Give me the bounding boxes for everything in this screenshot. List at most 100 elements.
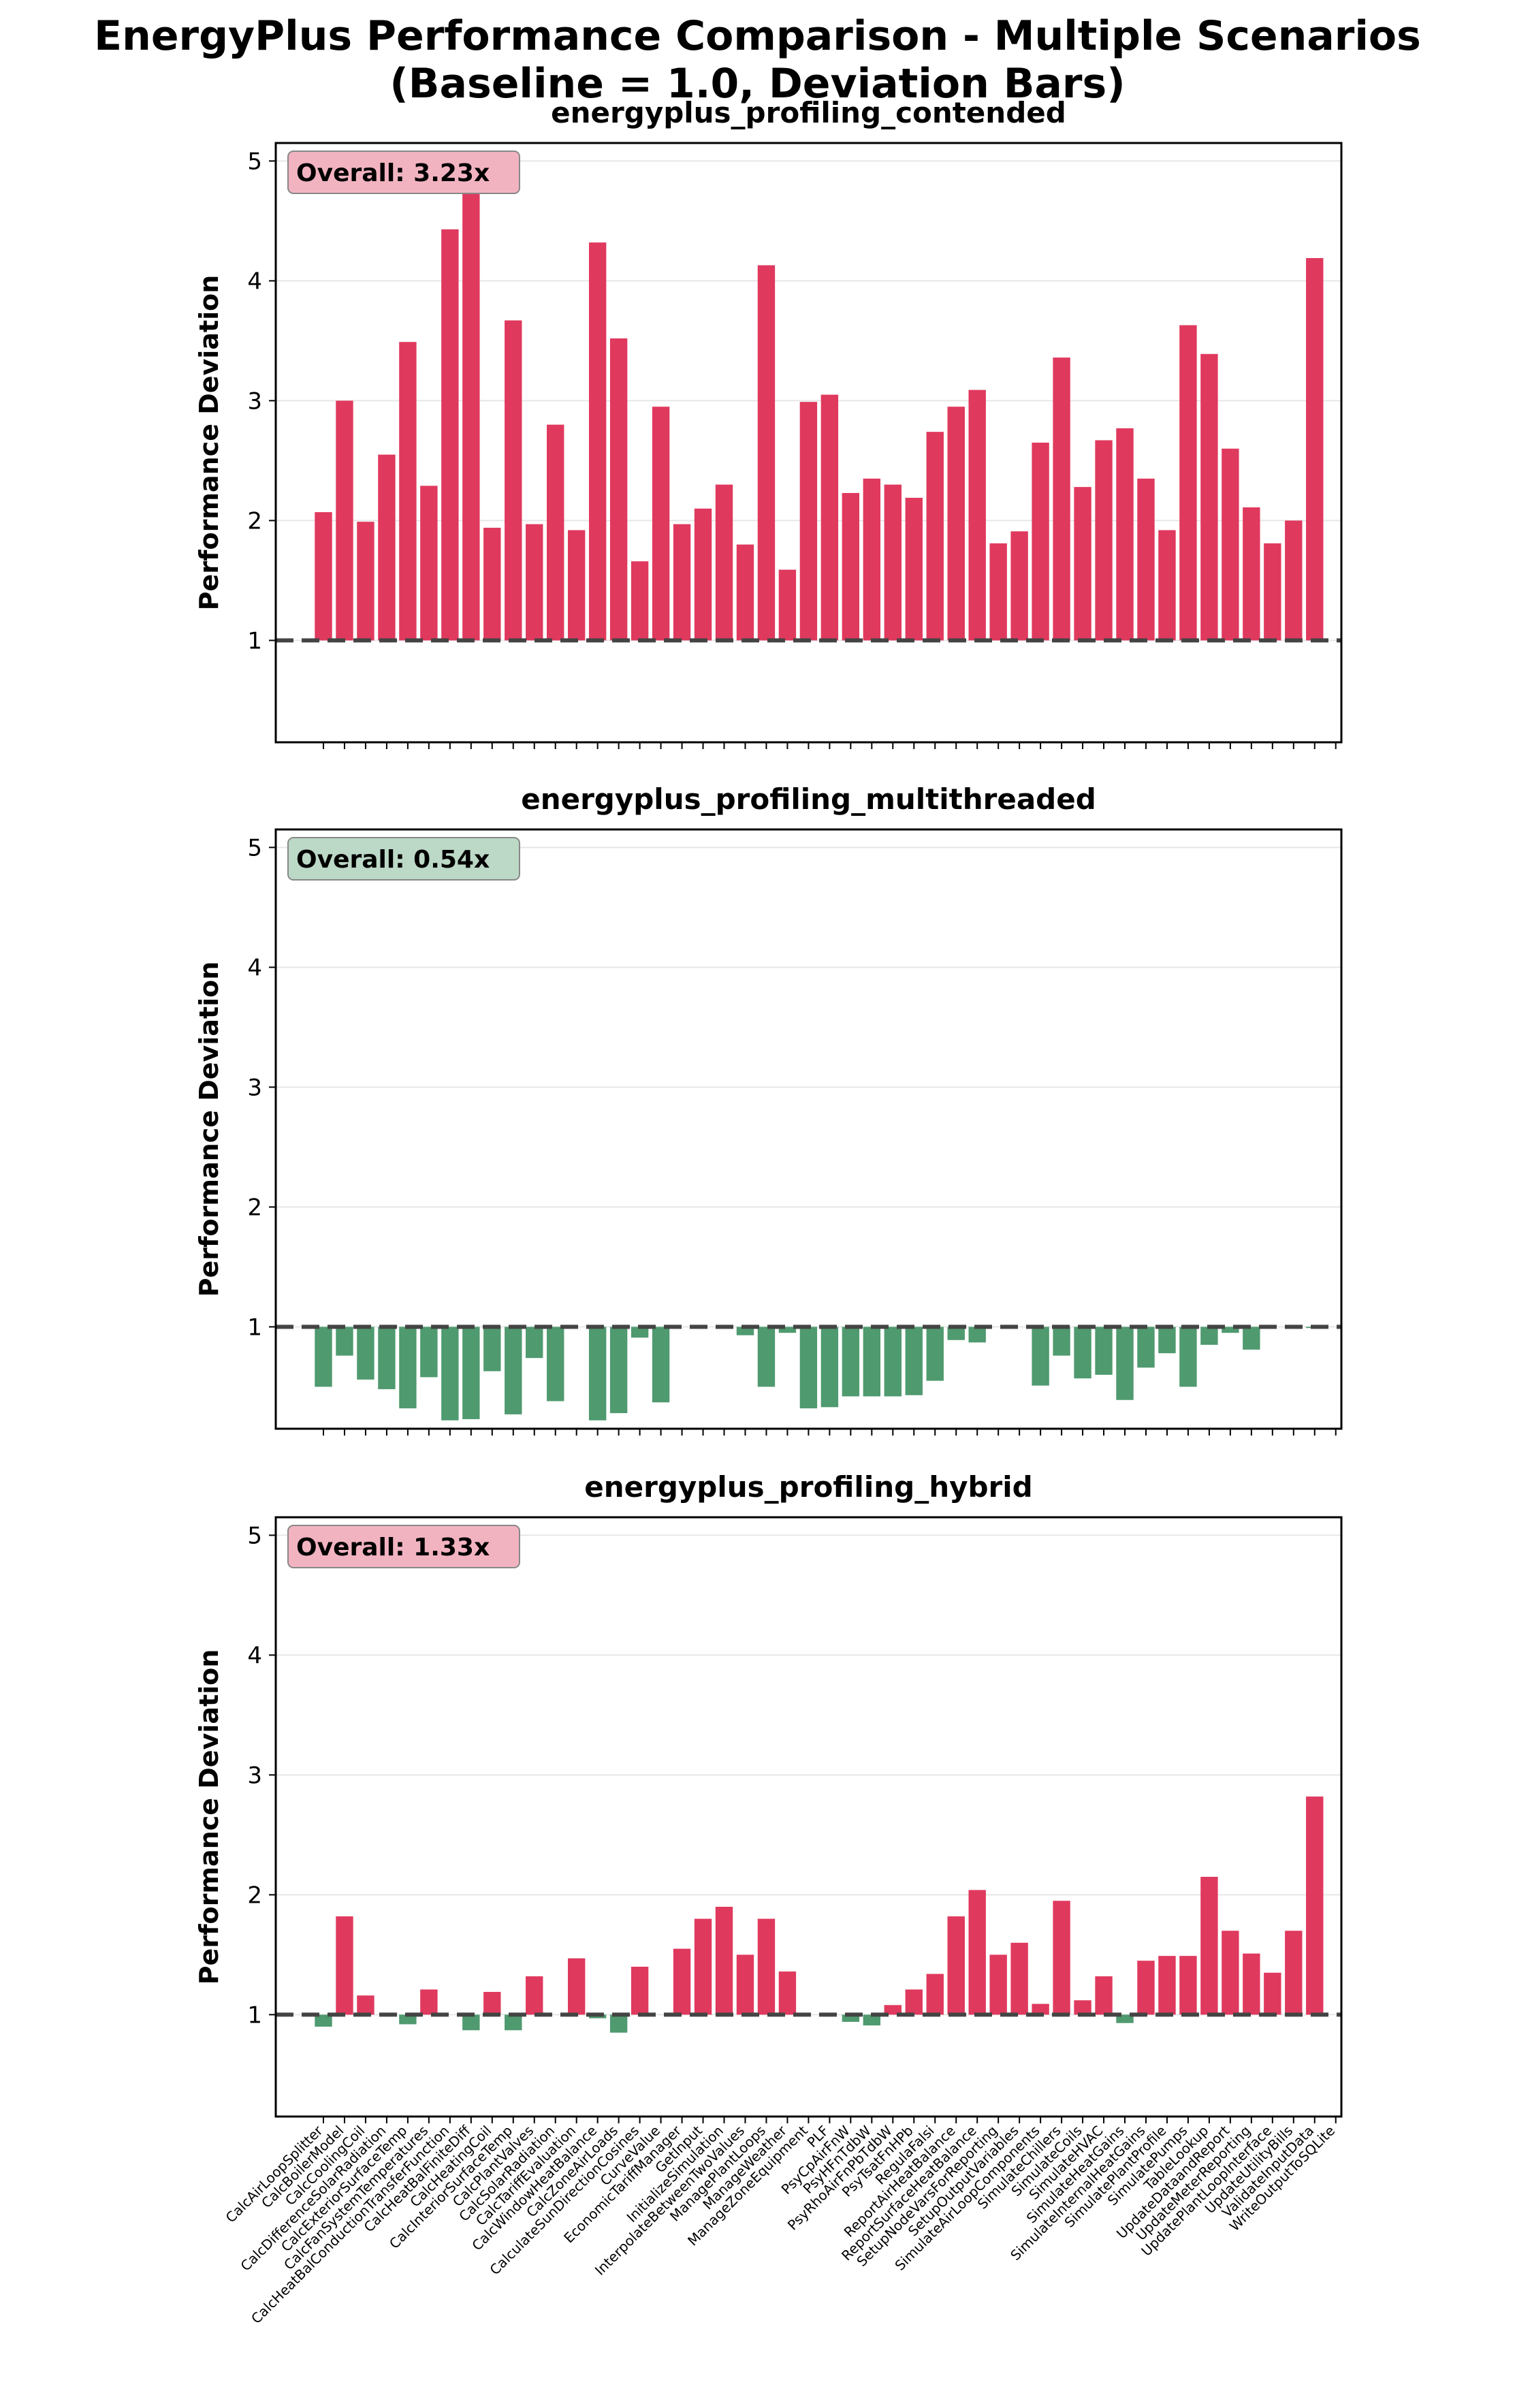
bar-10 xyxy=(505,320,522,641)
bar-38 xyxy=(1095,440,1113,641)
y-tick-label: 5 xyxy=(247,148,262,175)
bar-6 xyxy=(420,1989,438,2015)
y-tick-label: 4 xyxy=(247,1642,262,1669)
chart-panels: energyplus_profiling_contended 1 2 3 4 5 Overa… xyxy=(194,96,1343,2327)
y-axis-label: Performance Deviation xyxy=(194,275,224,611)
panel-title: energyplus_profiling_multithreaded xyxy=(521,782,1096,816)
bar-27 xyxy=(863,1327,881,1397)
bar-16 xyxy=(631,561,649,641)
y-tick-label: 4 xyxy=(247,954,262,981)
overall-badge xyxy=(287,150,520,194)
bar-5 xyxy=(399,342,417,641)
bar-38 xyxy=(1095,1327,1113,1375)
bar-5 xyxy=(399,2014,417,2025)
y-axis-label: Performance Deviation xyxy=(194,1649,224,1985)
bar-22 xyxy=(757,1918,776,2015)
bar-34 xyxy=(1010,531,1028,641)
bar-25 xyxy=(820,1327,839,1408)
bar-9 xyxy=(483,1327,501,1372)
bar-18 xyxy=(673,1948,691,2015)
bar-6 xyxy=(420,1327,438,1378)
bar-26 xyxy=(842,2014,860,2022)
bar-11 xyxy=(526,1327,543,1359)
bar-36 xyxy=(1053,358,1070,641)
overall-label: Overall: 0.54x xyxy=(296,846,490,874)
bar-10 xyxy=(505,1327,522,1414)
bar-24 xyxy=(799,1327,818,1409)
y-tick-label: 5 xyxy=(247,834,262,861)
bar-18 xyxy=(673,524,691,641)
bar-44 xyxy=(1222,448,1239,641)
overall-label: Overall: 1.33x xyxy=(296,1534,490,1562)
bar-2 xyxy=(336,400,353,641)
bar-13 xyxy=(567,1958,586,2015)
bar-30 xyxy=(926,1974,944,2015)
bar-11 xyxy=(526,524,543,641)
bar-30 xyxy=(926,432,944,641)
bar-24 xyxy=(799,402,818,641)
bar-35 xyxy=(1032,2003,1049,2015)
overall-label: Overall: 3.23x xyxy=(296,159,490,187)
bar-33 xyxy=(989,1954,1007,2015)
bar-48 xyxy=(1306,1796,1324,2015)
bar-42 xyxy=(1179,1956,1197,2015)
bar-14 xyxy=(588,1327,607,1421)
bar-3 xyxy=(357,1327,374,1380)
y-tick-label: 1 xyxy=(247,627,262,654)
bar-35 xyxy=(1032,1327,1049,1386)
bar-27 xyxy=(863,478,881,641)
bar-36 xyxy=(1053,1327,1070,1356)
bar-2 xyxy=(336,1327,353,1356)
bar-26 xyxy=(842,492,860,641)
bar-29 xyxy=(905,1989,923,2015)
bar-45 xyxy=(1243,507,1260,641)
plot-frame xyxy=(274,1516,1343,2118)
bar-23 xyxy=(778,1327,797,1333)
y-tick-label: 1 xyxy=(247,2001,262,2029)
bar-9 xyxy=(483,1991,501,2015)
bar-40 xyxy=(1137,478,1155,641)
bar-15 xyxy=(609,2014,628,2033)
bar-13 xyxy=(567,530,586,641)
y-tick-label: 3 xyxy=(247,387,262,415)
bar-29 xyxy=(905,497,923,641)
bar-32 xyxy=(968,390,986,641)
panel-title: energyplus_profiling_contended xyxy=(551,96,1066,129)
bar-39 xyxy=(1116,428,1134,641)
bar-19 xyxy=(694,508,712,641)
bar-41 xyxy=(1158,1956,1176,2015)
bar-6 xyxy=(420,486,438,641)
bar-45 xyxy=(1243,1953,1260,2015)
y-tick-label: 3 xyxy=(247,1762,262,1789)
bar-33 xyxy=(989,543,1007,641)
y-tick-label: 4 xyxy=(247,268,262,295)
bar-43 xyxy=(1200,1327,1218,1345)
bar-21 xyxy=(736,1327,754,1335)
bar-5 xyxy=(399,1327,417,1409)
bar-21 xyxy=(736,1954,754,2015)
y-tick-label: 1 xyxy=(247,1314,262,1341)
bar-43 xyxy=(1200,1877,1218,2015)
y-tick-label: 3 xyxy=(247,1074,262,1101)
bar-37 xyxy=(1074,2000,1091,2015)
y-tick-label: 2 xyxy=(247,1882,262,1909)
bar-31 xyxy=(947,1327,965,1340)
plot-frame xyxy=(274,828,1343,1430)
plot-frame xyxy=(274,142,1343,744)
bar-42 xyxy=(1179,325,1197,641)
bar-16 xyxy=(631,1327,649,1338)
bar-35 xyxy=(1032,443,1049,641)
bar-47 xyxy=(1285,1931,1303,2015)
chart-panel-3: energyplus_profiling_hybrid12345CalcAirL… xyxy=(194,1470,1343,2327)
y-tick-label: 5 xyxy=(247,1522,262,1549)
bar-47 xyxy=(1285,520,1303,641)
bar-8 xyxy=(462,1327,480,1419)
bar-17 xyxy=(652,1327,670,1403)
bar-8 xyxy=(462,187,480,641)
bar-36 xyxy=(1053,1901,1070,2015)
bar-41 xyxy=(1158,1327,1176,1354)
bar-12 xyxy=(547,1327,564,1401)
bar-31 xyxy=(947,407,965,641)
bar-45 xyxy=(1243,1327,1260,1350)
bar-15 xyxy=(609,1327,628,1414)
